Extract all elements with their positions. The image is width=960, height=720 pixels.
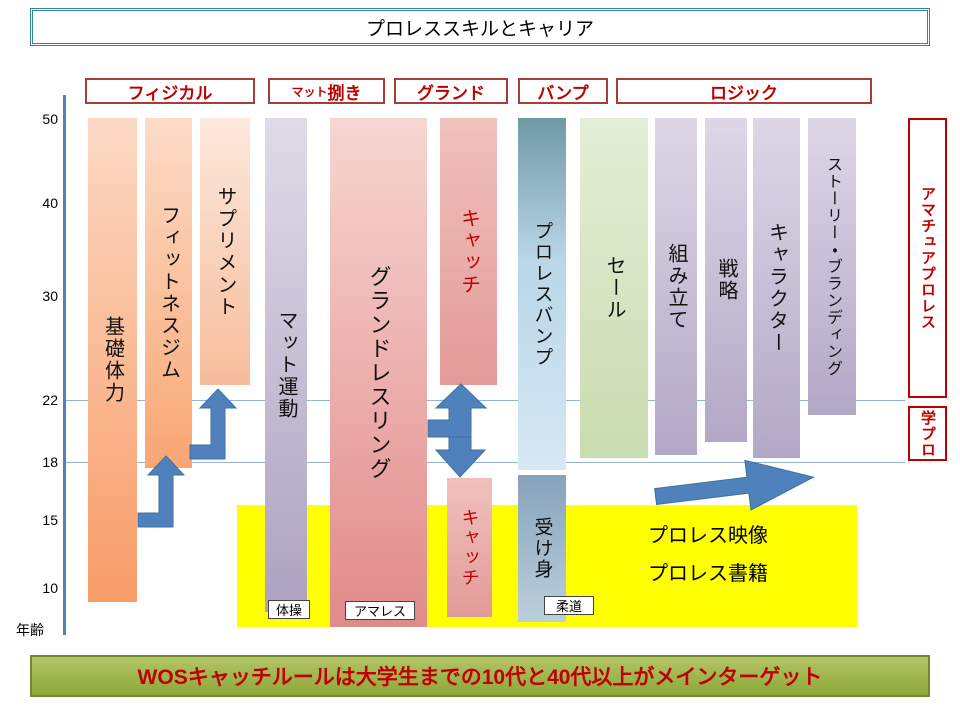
bar-label: 組み立て xyxy=(665,242,687,331)
header-label-small: マット xyxy=(291,84,328,99)
bar-label: プロレスバンプ xyxy=(531,220,553,368)
bar-ground-wrestling: グランドレスリング xyxy=(330,118,427,627)
rightbox-label: アマチュアプロレス xyxy=(919,186,936,330)
bar-label: セール xyxy=(603,255,625,321)
label-gakupro: 学プロ xyxy=(908,406,947,461)
bar-supplement: サプリメント xyxy=(200,118,250,385)
footer-text: WOSキャッチルールは大学生までの10代と40代以上がメインターゲット xyxy=(137,666,823,689)
bar-wrestling-bump: プロレスバンプ xyxy=(518,118,566,470)
header-physical: フィジカル xyxy=(85,78,255,104)
title-box: プロレススキルとキャリア xyxy=(30,8,930,46)
bar-mat-exercise: マット運動 xyxy=(265,118,307,612)
header-label: ロジック xyxy=(710,83,778,103)
header-mat-handling: マット 捌き xyxy=(268,78,385,104)
rightbox-label: 学プロ xyxy=(919,409,936,458)
axis-unit-label: 年齢 xyxy=(16,622,44,638)
bar-label: マット運動 xyxy=(275,310,297,420)
axis-tick-15: 15 xyxy=(42,512,58,528)
bar-catch-lower: キャッチ xyxy=(447,478,492,617)
bar-label: 戦略 xyxy=(715,258,737,302)
header-bump: バンプ xyxy=(518,78,608,104)
header-ground: グランド xyxy=(394,78,508,104)
footer-banner: WOSキャッチルールは大学生までの10代と40代以上がメインターゲット xyxy=(30,655,930,697)
header-logic: ロジック xyxy=(616,78,872,104)
arrow-ground-to-catch-up xyxy=(427,383,488,438)
axis-tick-22: 22 xyxy=(42,392,58,408)
bar-label: ストーリー・ブランディング xyxy=(824,156,841,377)
axis-tick-30: 30 xyxy=(42,288,58,304)
bar-catch-upper: キャッチ xyxy=(440,118,497,385)
arrow-ground-to-catch-down xyxy=(434,436,487,478)
bar-label: グランドレスリング xyxy=(366,264,392,481)
bar-fitness-gym: フィットネスジム xyxy=(145,118,192,468)
header-label: フィジカル xyxy=(127,83,213,103)
origin-gymnastics: 体操 xyxy=(268,600,310,619)
label-amateur-prowrestling: アマチュアプロレス xyxy=(908,118,947,398)
bar-label: フィットネスジム xyxy=(157,205,180,381)
axis-tick-50: 50 xyxy=(42,111,58,127)
y-axis-line xyxy=(63,95,66,635)
bar-strategy: 戦略 xyxy=(705,118,747,442)
header-label: バンプ xyxy=(537,83,589,103)
bar-label: サプリメント xyxy=(214,185,236,318)
media-video-label: プロレス映像 xyxy=(648,525,768,547)
axis-tick-10: 10 xyxy=(42,580,58,596)
bar-structure: 組み立て xyxy=(655,118,697,455)
bar-basic-strength: 基礎体力 xyxy=(88,118,137,602)
media-books-label: プロレス書籍 xyxy=(648,563,768,585)
bar-label: キャッチ xyxy=(459,507,480,588)
header-label: グランド xyxy=(417,83,485,103)
page-title: プロレススキルとキャリア xyxy=(365,18,594,40)
axis-tick-40: 40 xyxy=(42,195,58,211)
origin-judo: 柔道 xyxy=(544,596,594,615)
bar-label: 基礎体力 xyxy=(101,316,124,404)
header-label: 捌き xyxy=(327,83,362,103)
bar-label: キャラクター xyxy=(765,222,788,354)
bar-label: 受け身 xyxy=(531,517,553,580)
origin-amateur-wrestling: アマレス xyxy=(345,601,415,620)
bar-label: キャッチ xyxy=(457,207,480,296)
axis-tick-18: 18 xyxy=(42,454,58,470)
bar-story-branding: ストーリー・ブランディング xyxy=(808,118,856,415)
bar-character: キャラクター xyxy=(753,118,800,458)
bar-sell: セール xyxy=(580,118,648,458)
